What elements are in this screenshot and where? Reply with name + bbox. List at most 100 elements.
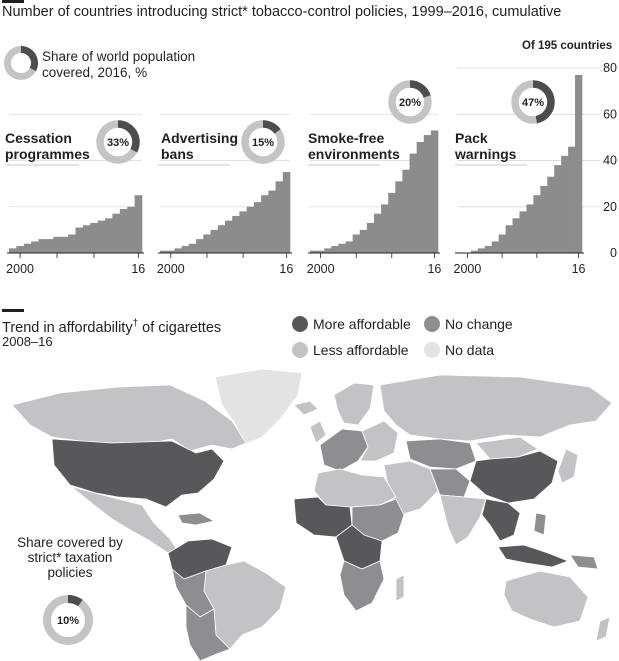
bar [210,229,219,254]
indonesia [497,544,569,568]
bar [554,165,562,254]
legend-swatch [292,342,308,358]
uk [309,420,327,444]
bar [409,153,417,253]
bar [324,248,332,254]
share-donut-label: 20% [399,97,421,109]
bar [359,229,368,254]
greenland [214,368,303,446]
eastern-europe [359,420,399,462]
bar [181,246,190,253]
bar [253,202,262,254]
north-africa [313,468,397,508]
bar [239,211,247,254]
y-axis-note: Of 195 countries [522,40,613,52]
new-zealand [595,616,611,642]
panel-label-smoke-free: Smoke-free environments [308,130,400,162]
canada [11,384,247,452]
bar [491,241,499,253]
bar [526,204,534,253]
bar [561,155,569,254]
bar [484,246,493,253]
bar [345,241,353,253]
bar [225,220,233,254]
bar [331,246,339,253]
map-title: Trend in affordability† of cigarettes [2,318,222,336]
bar [127,206,135,253]
taxation-share-label: 10% [57,615,79,627]
bar [317,250,325,253]
bar [38,239,47,254]
small-multiples-chart: 80 60 40 20 0 2000 16 33% 2000 16 15% 2000 16 20% 2000… [6,61,617,276]
donut-legend-text: Share of world population covered, 2016,… [42,49,196,80]
y-tick-label: 60 [603,107,617,121]
scandinavia [333,382,375,426]
australia [503,570,589,628]
caribbean [177,512,215,526]
x-tick-label: 2000 [157,262,185,276]
bar [23,243,32,253]
taxation-donut: 10% [43,595,93,645]
y-tick-label: 0 [610,246,617,260]
bar [512,218,520,253]
bar [232,216,240,253]
iceland [293,400,319,416]
bar [188,243,197,253]
southeast-asia [481,498,521,542]
bar [366,222,375,253]
donut-legend-icon [4,46,38,80]
x-tick-label: 2000 [454,262,482,276]
top-rule [2,0,24,3]
bar [31,241,39,253]
bar [119,209,128,253]
western-europe [319,428,369,472]
bar [395,181,403,253]
panel-label-advertising: Advertising bans [161,130,239,162]
legend-swatch [424,342,440,358]
madagascar [395,574,405,602]
bar [416,142,425,253]
panel-label-pack-warnings: Pack warnings [455,130,517,162]
share-donut-arc [117,120,140,153]
bar [134,195,143,253]
share-donut-arc [262,120,281,134]
legend-more-affordable: More affordable [292,316,411,332]
page-title: Number of countries introducing strict* … [2,4,562,20]
bar [196,239,204,254]
share-donut-arc [532,80,555,124]
bar [105,218,113,253]
bar [430,130,439,253]
central-asia [405,438,477,470]
bar [160,250,168,253]
map-rule [2,309,24,312]
bar [16,246,25,253]
bar [53,236,62,253]
india [439,494,487,546]
x-tick-label: 16 [279,262,293,276]
china [469,450,559,504]
map-subtitle: 2008–16 [2,334,53,349]
bar [97,220,106,254]
iran [429,468,471,498]
bar [75,227,84,253]
x-tick-label: 16 [131,262,145,276]
panel-label-cessation: Cessation programmes [5,130,90,162]
y-tick-label: 20 [603,200,617,214]
bar [261,195,269,253]
bar [282,172,291,253]
share-donut-label: 33% [107,137,129,149]
y-tick-label: 40 [603,154,617,168]
bar [82,225,91,253]
philippines [533,512,547,536]
bar [90,222,98,253]
legend-no-data: No data [424,342,494,358]
bar [470,250,479,253]
y-tick-label: 80 [603,61,617,75]
world-map [11,368,613,661]
papua [569,554,599,570]
bar [45,239,54,254]
bar [402,169,410,253]
southern-africa [339,560,385,612]
bar [310,250,318,253]
bar [498,234,506,253]
